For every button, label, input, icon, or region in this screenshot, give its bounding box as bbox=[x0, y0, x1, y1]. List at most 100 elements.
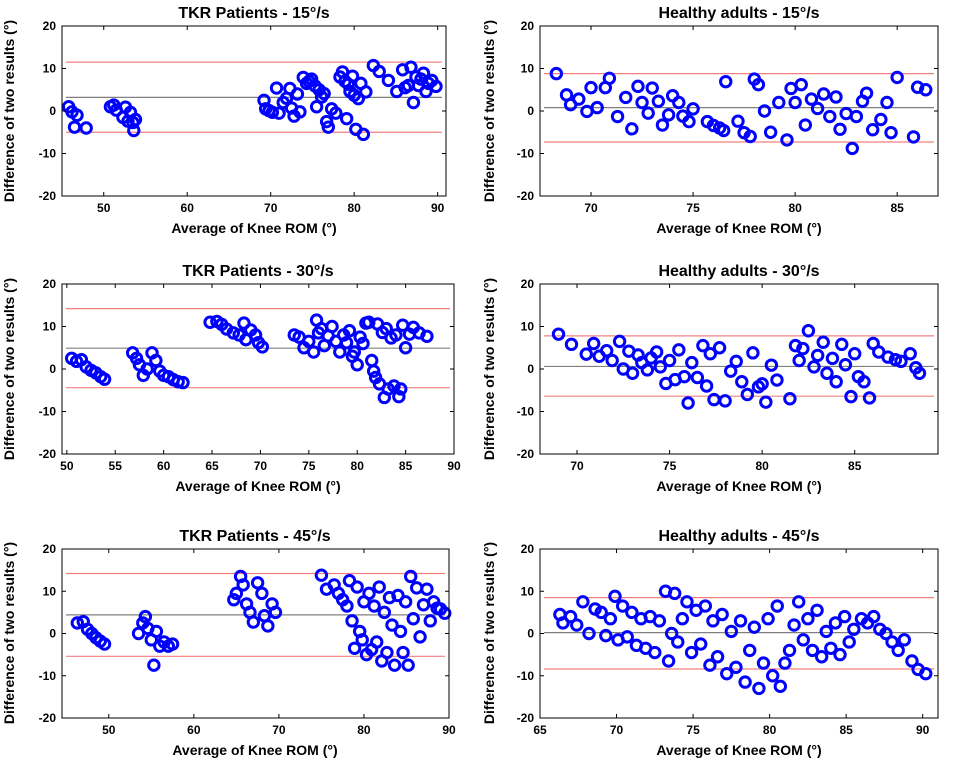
data-point bbox=[248, 328, 263, 342]
data-point bbox=[608, 589, 622, 604]
data-point bbox=[788, 95, 802, 110]
data-point bbox=[438, 606, 452, 620]
data-point bbox=[763, 125, 778, 139]
data-point bbox=[250, 576, 265, 590]
data-point bbox=[398, 341, 413, 355]
y-tick-label: -20 bbox=[39, 711, 57, 725]
panel-title: TKR Patients - 45°/s bbox=[179, 528, 330, 545]
data-point bbox=[404, 60, 418, 74]
data-point bbox=[391, 588, 405, 603]
y-tick-label: 0 bbox=[49, 362, 56, 376]
data-point bbox=[686, 102, 700, 116]
data-point bbox=[759, 395, 773, 409]
plot-area bbox=[62, 284, 454, 454]
data-point bbox=[419, 84, 433, 99]
data-point bbox=[648, 645, 662, 660]
data-point bbox=[814, 650, 829, 664]
data-point bbox=[719, 74, 733, 89]
data-point bbox=[801, 612, 815, 626]
data-point bbox=[780, 133, 794, 147]
data-point bbox=[675, 612, 690, 626]
data-point bbox=[261, 619, 275, 633]
data-point bbox=[140, 362, 154, 376]
data-point bbox=[710, 650, 725, 664]
plot-area bbox=[540, 26, 938, 196]
data-point bbox=[387, 658, 402, 672]
data-point bbox=[420, 329, 434, 343]
data-point bbox=[740, 387, 755, 402]
data-point bbox=[97, 372, 112, 386]
data-point bbox=[824, 641, 838, 655]
data-point bbox=[672, 343, 686, 357]
data-point bbox=[149, 624, 164, 639]
x-tick-label: 70 bbox=[254, 459, 268, 473]
data-point bbox=[70, 616, 85, 630]
data-point bbox=[770, 373, 784, 387]
x-tick-label: 50 bbox=[60, 459, 74, 473]
data-point bbox=[738, 675, 752, 689]
data-point bbox=[746, 346, 760, 360]
x-axis-label: Average of Knee ROM (°) bbox=[656, 478, 821, 494]
data-point bbox=[770, 599, 784, 613]
data-point bbox=[625, 605, 639, 620]
x-axis-label: Average of Knee ROM (°) bbox=[656, 220, 821, 236]
data-point bbox=[718, 394, 732, 408]
y-tick-label: 10 bbox=[521, 62, 535, 76]
data-point bbox=[844, 389, 858, 404]
data-point bbox=[890, 70, 904, 85]
data-point bbox=[290, 87, 305, 101]
data-point bbox=[229, 586, 244, 601]
data-point bbox=[353, 330, 367, 344]
data-point bbox=[359, 85, 373, 99]
data-point bbox=[672, 95, 686, 110]
data-point bbox=[599, 628, 613, 643]
x-tick-label: 70 bbox=[272, 723, 286, 737]
data-point bbox=[420, 582, 434, 596]
data-point bbox=[905, 654, 919, 668]
data-point bbox=[345, 614, 359, 628]
data-point bbox=[919, 83, 933, 97]
data-point bbox=[743, 129, 757, 144]
data-point bbox=[671, 635, 685, 649]
data-point bbox=[372, 580, 386, 594]
x-tick-label: 80 bbox=[351, 459, 365, 473]
data-point bbox=[329, 106, 343, 120]
data-point bbox=[804, 92, 819, 106]
data-point bbox=[625, 366, 640, 380]
x-axis-label: Average of Knee ROM (°) bbox=[171, 220, 336, 236]
data-point bbox=[773, 679, 788, 694]
data-point bbox=[203, 315, 217, 329]
data-point bbox=[910, 80, 925, 94]
data-point bbox=[304, 72, 319, 86]
data-point bbox=[681, 396, 695, 410]
y-tick-label: -10 bbox=[39, 147, 57, 161]
x-tick-label: 70 bbox=[584, 201, 598, 215]
y-tick-label: -10 bbox=[517, 669, 535, 683]
data-point bbox=[265, 105, 280, 119]
data-point bbox=[306, 345, 321, 359]
data-point bbox=[342, 324, 357, 338]
data-point bbox=[729, 660, 743, 674]
data-point bbox=[783, 392, 797, 406]
data-point bbox=[339, 111, 354, 126]
data-point bbox=[79, 121, 93, 135]
data-point bbox=[380, 645, 394, 660]
data-point bbox=[255, 340, 270, 354]
data-point bbox=[838, 358, 853, 372]
data-point bbox=[772, 95, 786, 110]
data-point bbox=[356, 127, 371, 142]
data-point bbox=[782, 643, 797, 658]
data-point bbox=[640, 363, 655, 377]
x-tick-label: 85 bbox=[848, 459, 862, 473]
y-axis-label: Difference of two results (°) bbox=[481, 542, 497, 724]
x-tick-label: 90 bbox=[916, 723, 930, 737]
data-point bbox=[236, 578, 250, 592]
data-point bbox=[778, 656, 792, 670]
data-point bbox=[862, 391, 877, 405]
data-point bbox=[584, 80, 598, 95]
data-point bbox=[396, 645, 410, 660]
data-point bbox=[325, 319, 339, 334]
data-point bbox=[849, 109, 864, 124]
data-point bbox=[919, 666, 933, 681]
